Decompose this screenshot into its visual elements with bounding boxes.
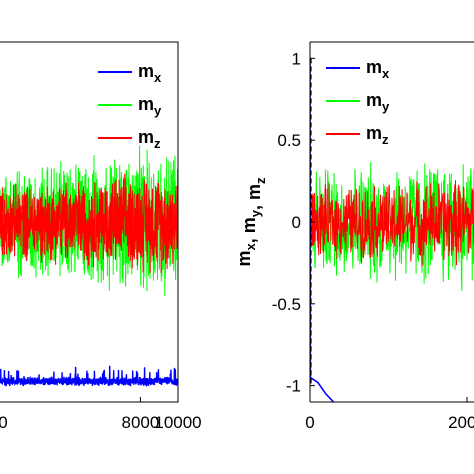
legend-label-mz: mz xyxy=(366,123,389,147)
right-x-ticks: 0 2000 xyxy=(305,397,474,432)
right-panel: 1 0.5 0 -0.5 -1 0 2000 mx, my, mz mx my mz xyxy=(234,41,474,432)
left-axes-box xyxy=(0,41,179,403)
y-tick-label--0.5: -0.5 xyxy=(272,295,301,314)
y-tick-label-1: 1 xyxy=(292,49,301,68)
y-tick-label-0.5: 0.5 xyxy=(277,131,301,150)
y-axis-label-text: mx, my, mz xyxy=(234,177,268,267)
left-series-group xyxy=(0,145,178,388)
series-mz-line xyxy=(0,173,178,274)
x-tick-label-0: 0 xyxy=(0,413,8,432)
left-legend: mx my mz xyxy=(98,61,162,151)
legend-label-mz: mz xyxy=(138,127,161,151)
x-tick-label-10000: 10000 xyxy=(154,413,201,432)
x-tick-label-0: 0 xyxy=(305,413,314,432)
right-legend: mx my mz xyxy=(326,57,390,147)
legend-label-mx: mx xyxy=(366,57,390,81)
y-tick-label-0: 0 xyxy=(292,213,301,232)
series-mx-line xyxy=(0,365,178,388)
x-tick-label-8000: 8000 xyxy=(121,413,159,432)
legend-label-my: my xyxy=(366,90,390,114)
series-mz-line xyxy=(310,180,474,268)
y-tick-label--1: -1 xyxy=(286,377,301,396)
legend-label-mx: mx xyxy=(138,61,162,85)
right-y-ticks: 1 0.5 0 -0.5 -1 xyxy=(272,49,315,396)
x-tick-label-2000: 2000 xyxy=(448,413,474,432)
legend-label-my: my xyxy=(138,94,162,118)
right-y-axis-label: mx, my, mz xyxy=(234,177,268,267)
